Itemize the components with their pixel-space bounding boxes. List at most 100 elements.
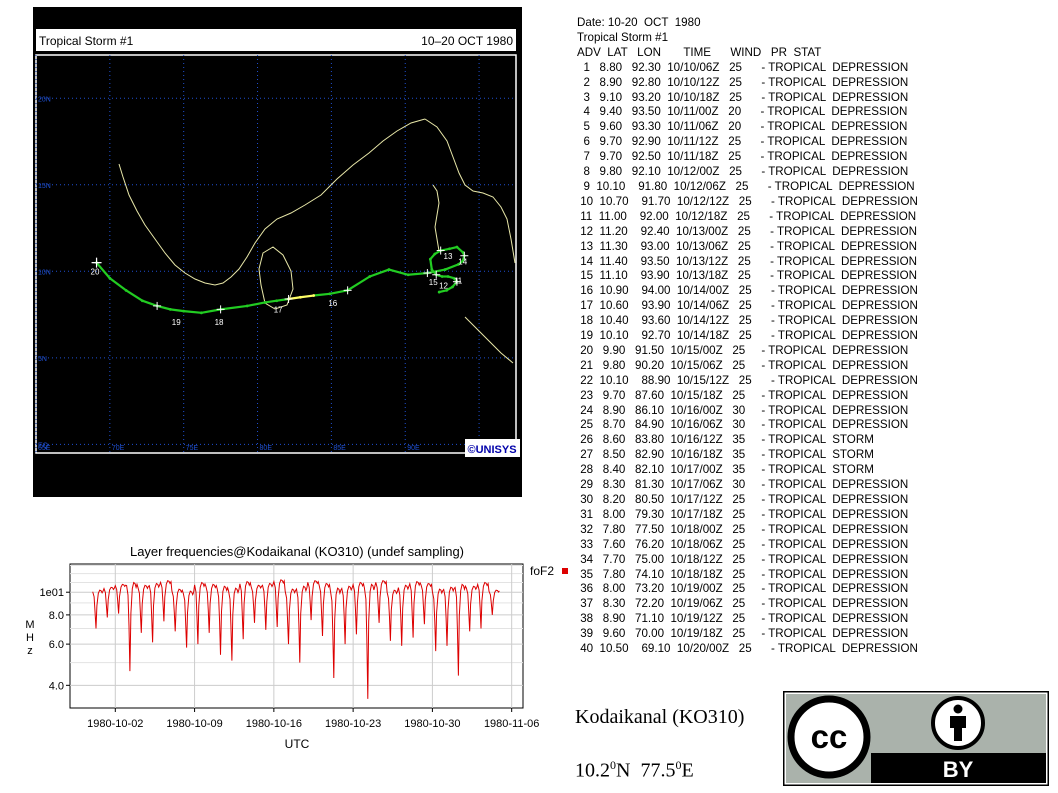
- station-name: Kodaikanal (KO310): [575, 706, 745, 728]
- storm-track-map: Tropical Storm #1 10–20 OCT 1980 20N 15N 1…: [33, 7, 522, 497]
- map-lon-label: 75E: [186, 445, 199, 452]
- advisory-row: 6 9.70 92.90 10/11/12Z 25 - TROPICAL DEP…: [577, 135, 908, 149]
- track-segment: [156, 304, 171, 311]
- advisory-row: 8 9.80 92.10 10/12/00Z 25 - TROPICAL DEP…: [577, 165, 909, 179]
- track-point: [451, 285, 454, 289]
- map-frame: [35, 54, 517, 454]
- coastlines: [118, 118, 516, 364]
- chart-title: Layer frequencies@Kodaikanal (KO310) (un…: [130, 544, 464, 559]
- advisory-row: 7 9.70 92.50 10/11/18Z 25 - TROPICAL DEP…: [577, 150, 908, 164]
- track-point: [298, 295, 302, 299]
- advisory-row: 28 8.40 82.10 10/17/00Z 35 - TROPICAL ST…: [577, 463, 874, 477]
- map-lon-label: 65E: [38, 445, 51, 452]
- track-day-label: 13: [444, 252, 453, 261]
- by-label: BY: [943, 757, 974, 782]
- chart-ticks: 4.0 6.0 8.0 1e01 1980-10-02 1980-10-09 1980-10…: [40, 587, 540, 730]
- track-segment: [388, 268, 409, 276]
- track-segment: [201, 308, 221, 314]
- chart-x-tick-label: 1980-10-02: [87, 718, 143, 730]
- track-segment: [300, 294, 314, 299]
- advisory-row: 3 9.10 93.20 10/10/18Z 25 - TROPICAL DEP…: [577, 90, 909, 104]
- track-point: [437, 290, 441, 294]
- advisory-listing: Date: 10-20 OCT 1980 Tropical Storm #1 A…: [577, 16, 977, 657]
- track-point: [200, 311, 203, 315]
- map-canvas: Tropical Storm #1 10–20 OCT 1980 20N 15N 1…: [33, 7, 522, 497]
- track-point: [446, 275, 450, 278]
- chart-x-tick-label: 1980-11-06: [484, 718, 539, 730]
- track-day-label: 14: [458, 257, 467, 266]
- track-point: [448, 247, 451, 251]
- sri-lanka-coastline: [258, 246, 294, 310]
- map-header-bar: [36, 29, 516, 51]
- advisory-row: 15 11.10 93.90 10/13/18Z 25 - TROPICAL D…: [577, 269, 918, 283]
- map-lon-label: 85E: [333, 445, 346, 452]
- map-lat-label: EQ: [38, 442, 49, 449]
- advisory-row: 10 10.70 91.70 10/12/12Z 25 - TROPICAL D…: [577, 194, 918, 208]
- advisory-row: 25 8.70 84.90 10/16/06Z 30 - TROPICAL DE…: [577, 418, 909, 432]
- station-lat-hemisphere: N: [616, 759, 631, 782]
- track-point: [140, 299, 144, 303]
- advisory-row: 2 8.90 92.80 10/10/12Z 25 - TROPICAL DEP…: [577, 75, 909, 89]
- map-grid: 20N15N10N5NEQ65E70E75E80E85E90E95E: [35, 55, 516, 453]
- chart-series-line: [92, 578, 500, 699]
- chart-y-tick-label: 1e01: [40, 587, 64, 599]
- map-lon-label: 80E: [260, 445, 273, 452]
- map-header-title: Tropical Storm #1: [39, 34, 134, 48]
- advisory-row: 20 9.90 91.50 10/15/00Z 25 - TROPICAL DE…: [577, 343, 909, 357]
- track-point: [445, 288, 448, 292]
- advisory-row: 38 8.90 71.10 10/19/12Z 25 - TROPICAL DE…: [577, 612, 909, 626]
- station-lon-degree: 0: [675, 758, 682, 772]
- chart-series: [92, 578, 500, 699]
- chart-legend-label: foF2: [530, 564, 554, 578]
- station-lon-value: 77.5: [640, 759, 676, 782]
- track-segment: [264, 299, 277, 304]
- track-point: [461, 259, 465, 263]
- chart-x-tick-label: 1980-10-16: [246, 718, 302, 730]
- track-segment: [246, 301, 266, 307]
- track-point: [443, 268, 447, 271]
- unisys-logo: ©UNISYS: [467, 444, 516, 456]
- station-coordinates: 10.20N 77.50E: [575, 758, 694, 783]
- track-point: [461, 250, 465, 254]
- map-lat-label: 20N: [38, 96, 51, 103]
- advisory-date-line: Date: 10-20 OCT 1980: [577, 16, 701, 29]
- advisory-row: 26 8.60 83.80 10/16/12Z 35 - TROPICAL ST…: [577, 433, 874, 447]
- advisory-row: 29 8.30 81.30 10/17/06Z 30 - TROPICAL DE…: [577, 478, 909, 492]
- track-point: [124, 288, 128, 292]
- advisory-row: 37 8.30 72.20 10/19/06Z 25 - TROPICAL DE…: [577, 597, 909, 611]
- station-lon-hemisphere: E: [681, 759, 694, 782]
- advisory-row: 39 9.60 70.00 10/19/18Z 25 - TROPICAL DE…: [577, 627, 909, 641]
- track-point: [312, 294, 316, 297]
- chart-ylabel-letter: M: [25, 619, 34, 631]
- track-segment: [369, 268, 390, 278]
- advisory-row: 31 8.00 79.30 10/17/18Z 25 - TROPICAL DE…: [577, 507, 909, 521]
- advisory-row: 17 10.60 93.90 10/14/06Z 25 - TROPICAL D…: [577, 299, 918, 313]
- chart-y-tick-label: 6.0: [49, 639, 64, 651]
- advisory-row: 16 10.90 94.00 10/14/00Z 25 - TROPICAL D…: [577, 284, 918, 298]
- track-point: [406, 273, 410, 277]
- track-point: [108, 276, 112, 280]
- advisory-row: 13 11.30 93.00 10/13/06Z 25 - TROPICAL D…: [577, 239, 918, 253]
- track-point: [245, 304, 249, 308]
- advisory-row: 18 10.40 93.60 10/14/12Z 25 - TROPICAL D…: [577, 314, 918, 328]
- station-lat-value: 10.2: [575, 759, 610, 782]
- chart-canvas: Layer frequencies@Kodaikanal (KO310) (un…: [25, 544, 568, 751]
- track-segment: [109, 277, 127, 292]
- track-point: [455, 245, 459, 249]
- chart-x-tick-label: 1980-10-09: [166, 718, 222, 730]
- advisory-row: 4 9.40 93.50 10/11/00Z 20 - TROPICAL DEP…: [577, 105, 908, 119]
- chart-y-tick-label: 8.0: [49, 610, 64, 622]
- track-point: [433, 252, 437, 256]
- cc-letters: cc: [811, 718, 848, 755]
- advisory-column-header: ADV LAT LON TIME WIND PR STAT: [577, 45, 822, 59]
- myanmar-coastline: [424, 118, 516, 264]
- track-point: [182, 309, 186, 313]
- track-day-label: 12: [439, 281, 448, 290]
- storm-track: 20 19 18 17 16 15 12 13 14 11: [91, 245, 469, 327]
- track-segment: [329, 289, 348, 295]
- track-segment: [125, 289, 143, 302]
- andaman-islands: [432, 184, 440, 252]
- track-point: [368, 275, 372, 278]
- track-point: [440, 275, 444, 278]
- track-point: [275, 299, 279, 303]
